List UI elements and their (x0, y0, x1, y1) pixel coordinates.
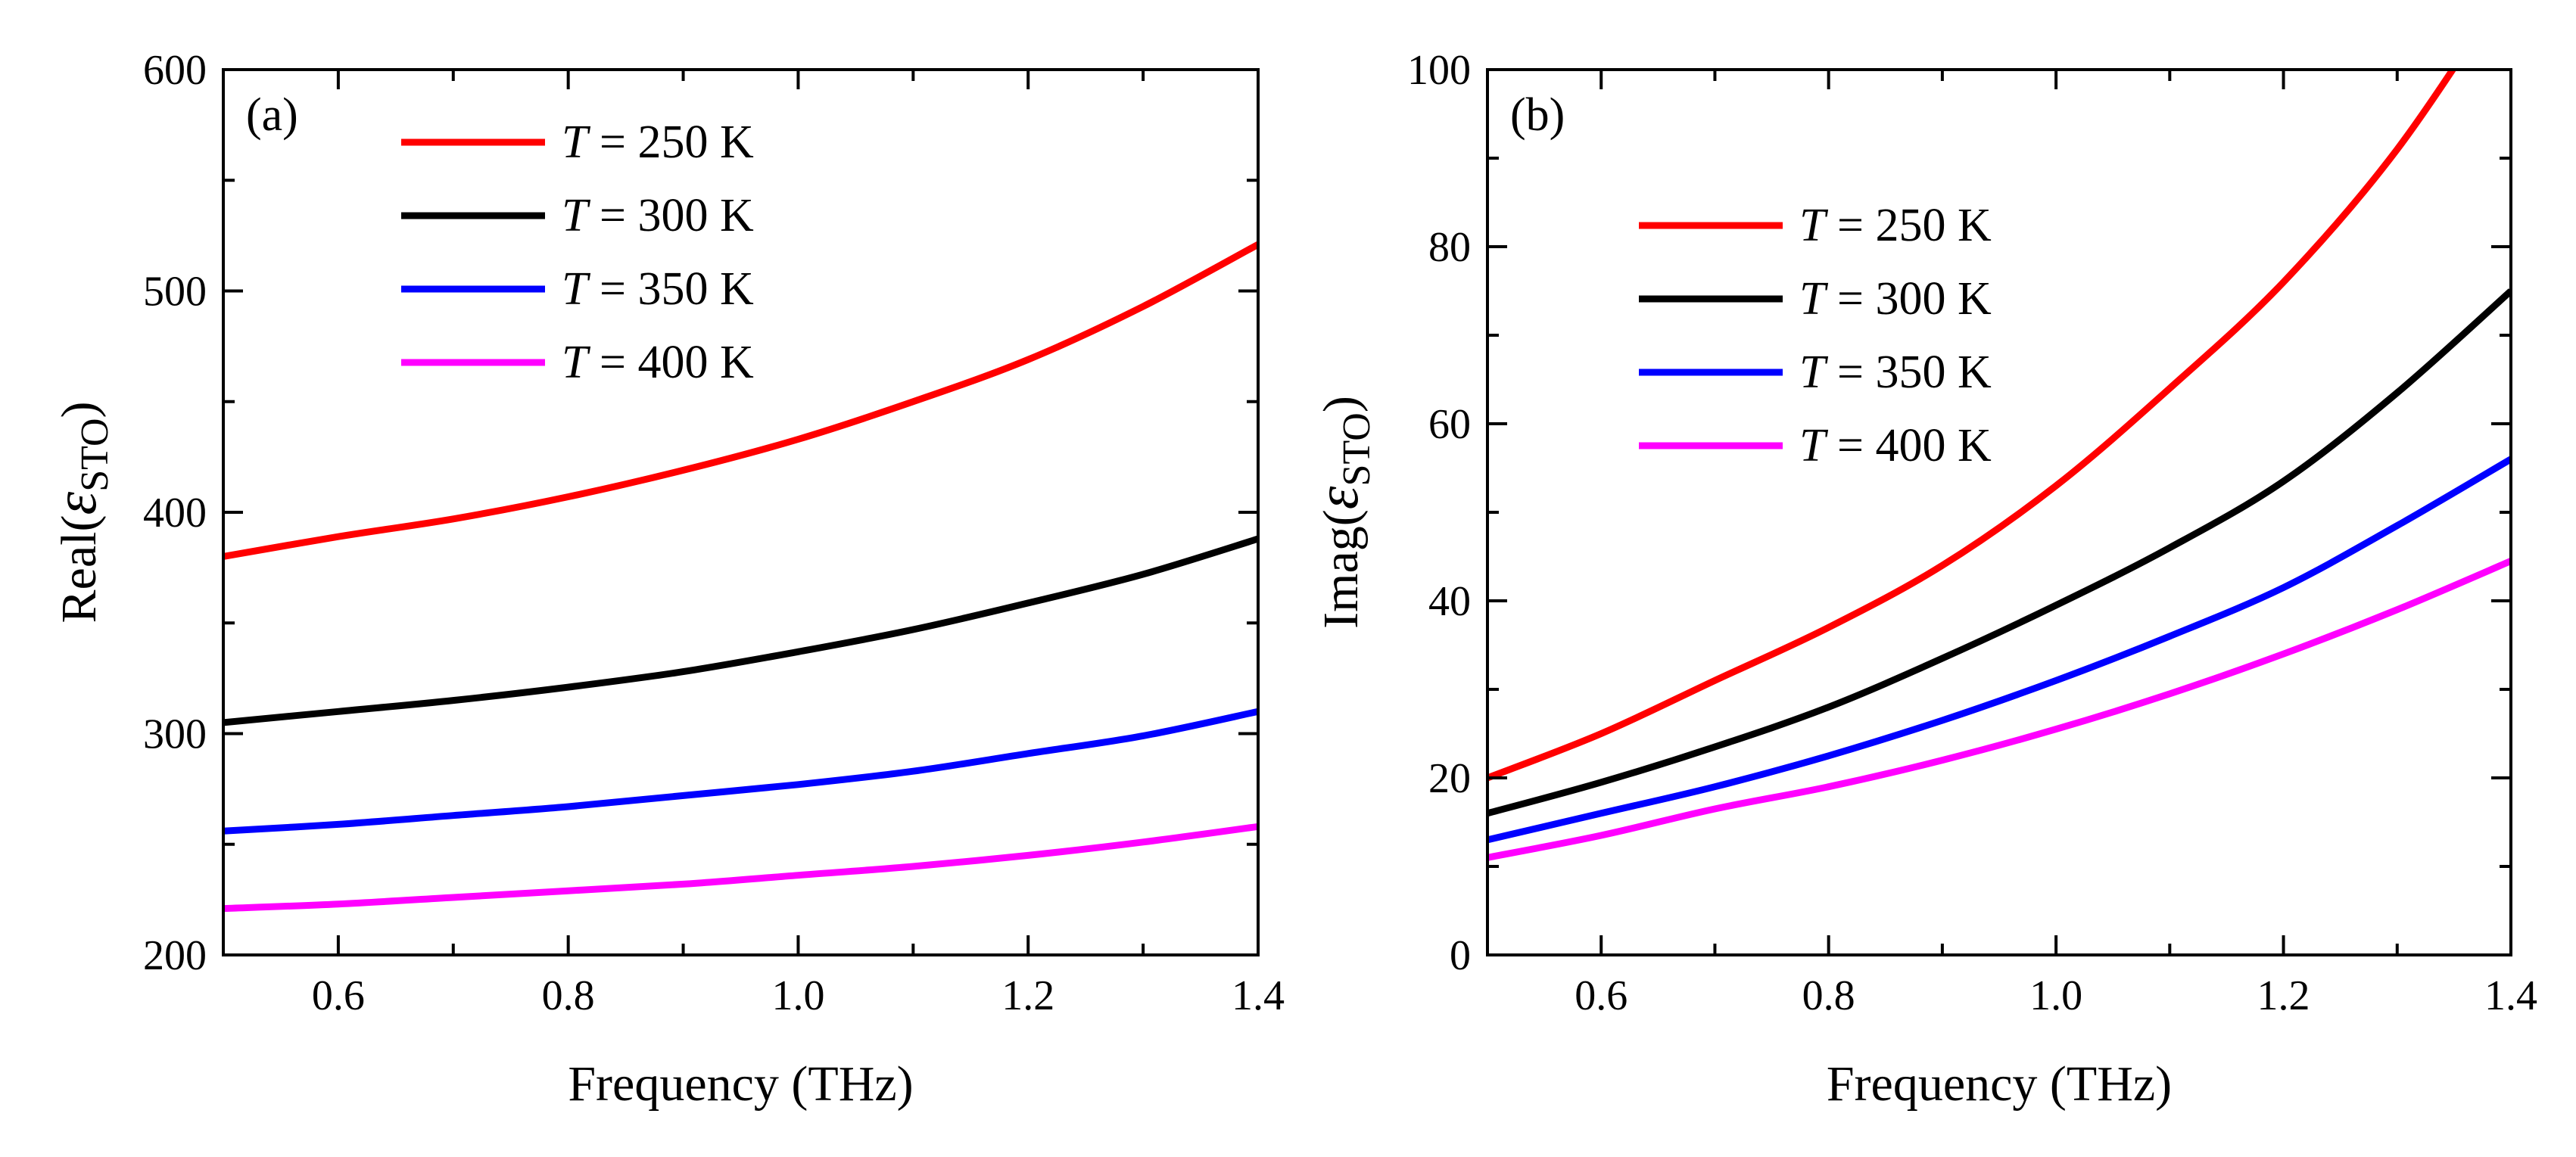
legend-var: T (1799, 347, 1829, 398)
legend-value: = 300 K (587, 190, 753, 241)
legend-label-4: T = 400 K (1799, 420, 1992, 471)
x-tick-label: 1.0 (771, 972, 824, 1019)
x-tick-label: 1.2 (1001, 972, 1054, 1019)
y-axis-title-prefix: Imag( (1313, 509, 1369, 629)
series-line-4 (1487, 558, 2511, 861)
legend-value: = 400 K (1825, 420, 1991, 471)
x-tick-label: 1.4 (1232, 972, 1285, 1019)
x-tick-label: 0.8 (542, 972, 595, 1019)
x-tick-label: 1.0 (2029, 972, 2082, 1019)
x-tick-label: 1.4 (2484, 972, 2537, 1019)
panel-a: 0.6 0.8 1.0 1.2 1.4 200 300 400 500 600 Frequency … (42, 47, 1285, 1112)
y-tick-label: 200 (143, 932, 207, 979)
legend-label-2: T = 300 K (1799, 273, 1992, 325)
legend-value: = 350 K (1825, 347, 1991, 398)
y-tick-label: 100 (1407, 47, 1471, 94)
x-tick-label: 0.6 (1575, 972, 1628, 1019)
y-tick-label: 20 (1428, 755, 1471, 802)
legend-label-3: T = 350 K (562, 263, 754, 315)
legend-var: T (1799, 273, 1829, 325)
legend-label-1: T = 250 K (1799, 200, 1992, 251)
y-axis-title-subscript: STO (1335, 412, 1378, 486)
series-line-4 (223, 823, 1258, 913)
series-line-2 (1487, 288, 2511, 817)
legend-var: T (562, 263, 591, 315)
x-tick-label: 0.8 (1802, 972, 1855, 1019)
panel-label: (a) (246, 89, 298, 141)
series-line-3 (1487, 456, 2511, 844)
y-axis-title: Real(εSTO) (42, 402, 117, 624)
x-axis-title: Frequency (THz) (568, 1056, 913, 1112)
legend-var: T (562, 190, 591, 241)
y-tick-label: 40 (1428, 578, 1471, 625)
series-line-2 (223, 535, 1258, 726)
legend-label-4: T = 400 K (562, 337, 754, 388)
legend-value: = 350 K (587, 263, 753, 315)
y-axis-title: Imag(εSTO) (1304, 396, 1378, 629)
x-tick-label: 1.2 (2257, 972, 2310, 1019)
x-axis-title: Frequency (THz) (1827, 1056, 2172, 1112)
series-line-1 (223, 241, 1258, 560)
y-tick-label: 60 (1428, 401, 1471, 448)
panel-b: 0.6 0.8 1.0 1.2 1.4 0 20 40 60 80 100 Frequency (TH… (1304, 47, 2537, 1112)
x-tick-label: 0.6 (312, 972, 365, 1019)
legend-var: T (562, 337, 591, 388)
legend-value: = 250 K (1825, 200, 1991, 251)
y-tick-label: 0 (1450, 932, 1471, 979)
legend-var: T (562, 117, 591, 168)
legend-value: = 400 K (587, 337, 753, 388)
y-axis-title-subscript: STO (73, 418, 117, 492)
legend-value: = 250 K (587, 117, 753, 168)
y-tick-label: 500 (143, 269, 207, 316)
y-tick-label: 80 (1428, 224, 1471, 271)
legend-label-1: T = 250 K (562, 117, 754, 168)
series-line-1 (1487, 70, 2457, 782)
panel-label: (b) (1510, 89, 1565, 141)
y-axis-title-symbol: ε (42, 492, 108, 515)
y-tick-label: 600 (143, 47, 207, 94)
y-axis-title-suffix: ) (1313, 396, 1369, 412)
y-axis-title-symbol: ε (1304, 486, 1370, 509)
series-line-3 (223, 708, 1258, 835)
y-tick-label: 400 (143, 490, 207, 537)
legend-var: T (1799, 200, 1829, 251)
y-axis-title-suffix: ) (51, 402, 107, 418)
legend-var: T (1799, 420, 1829, 471)
legend-value: = 300 K (1825, 273, 1991, 325)
legend-label-3: T = 350 K (1799, 347, 1992, 398)
legend-label-2: T = 300 K (562, 190, 754, 241)
y-tick-label: 300 (143, 711, 207, 758)
y-axis-title-prefix: Real( (51, 515, 107, 624)
